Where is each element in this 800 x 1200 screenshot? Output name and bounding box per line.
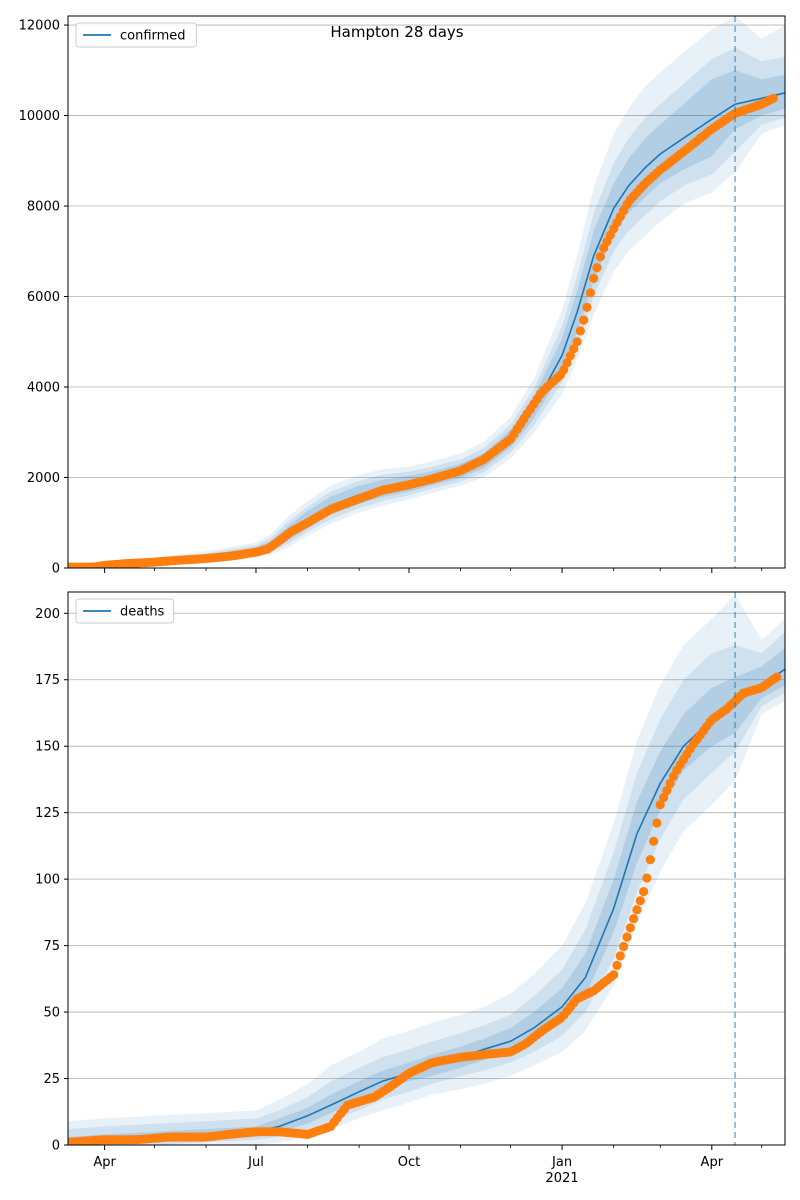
observed-point bbox=[619, 941, 629, 952]
observed-point bbox=[609, 970, 619, 980]
y-tick-label: 0 bbox=[52, 562, 60, 577]
y-tick-label: 75 bbox=[43, 939, 60, 954]
y-tick-label: 125 bbox=[35, 806, 60, 821]
legend-box bbox=[75, 598, 175, 624]
legend-label: deaths bbox=[120, 605, 165, 620]
figure-title: Hampton 28 days bbox=[330, 23, 463, 41]
observed-point bbox=[569, 344, 579, 354]
observed-point bbox=[612, 960, 622, 971]
confirmed-panel: 0 2000 4000 6000 8000 10000 12000 confirmed bbox=[19, 15, 786, 577]
x-tick-label: Apr bbox=[93, 1155, 116, 1170]
y-tick-label: 2000 bbox=[27, 471, 60, 486]
confidence-band bbox=[68, 70, 785, 568]
plot-area bbox=[68, 16, 785, 568]
observed-point bbox=[625, 923, 635, 933]
y-tick-label: 100 bbox=[35, 873, 60, 888]
legend: deaths bbox=[75, 598, 175, 624]
observed-point bbox=[652, 818, 662, 828]
observed-point bbox=[565, 351, 576, 361]
observed-point bbox=[639, 887, 649, 897]
observed-point bbox=[772, 672, 782, 682]
y-tick-label: 4000 bbox=[27, 381, 60, 396]
observed-point bbox=[655, 800, 665, 810]
observed-point bbox=[659, 793, 669, 803]
observed-point bbox=[562, 358, 572, 368]
observed-point bbox=[559, 365, 569, 375]
observed-point bbox=[589, 273, 599, 283]
plot-frame bbox=[67, 591, 786, 1146]
confidence-band bbox=[68, 647, 785, 1145]
observed-point bbox=[645, 855, 655, 865]
observed-point bbox=[629, 914, 639, 924]
observed-point bbox=[592, 263, 602, 273]
confidence-band bbox=[68, 47, 785, 568]
observed-point bbox=[575, 326, 586, 336]
observed-point bbox=[662, 785, 672, 796]
x-tick-label: Apr bbox=[701, 1155, 724, 1170]
y-tick-label: 10000 bbox=[19, 109, 60, 124]
x-tick-sublabel: 2021 bbox=[546, 1171, 579, 1186]
observed-point bbox=[595, 252, 605, 262]
observed-point bbox=[615, 951, 625, 961]
observed-point bbox=[579, 315, 589, 325]
legend-label: confirmed bbox=[120, 29, 186, 44]
confidence-band bbox=[68, 631, 785, 1145]
y-tick-label: 12000 bbox=[19, 19, 60, 34]
confidence-band bbox=[68, 16, 785, 568]
x-tick-label: Oct bbox=[398, 1155, 420, 1170]
legend: confirmed bbox=[75, 22, 197, 48]
y-tick-label: 6000 bbox=[27, 290, 60, 305]
legend-box bbox=[75, 22, 197, 48]
observed-point bbox=[635, 896, 645, 906]
observed-point bbox=[768, 93, 779, 103]
y-tick-label: 175 bbox=[35, 673, 60, 688]
observed-point bbox=[582, 302, 592, 312]
x-tick-label: Jan bbox=[551, 1155, 572, 1170]
observed-point bbox=[649, 836, 659, 846]
observed-point bbox=[642, 873, 652, 883]
observed-point bbox=[622, 932, 632, 942]
plot-frame bbox=[67, 15, 786, 569]
confidence-band bbox=[68, 594, 785, 1145]
y-tick-label: 25 bbox=[43, 1072, 60, 1087]
observed-point bbox=[572, 337, 582, 347]
observed-point bbox=[632, 905, 642, 915]
y-tick-label: 8000 bbox=[27, 200, 60, 215]
y-tick-label: 200 bbox=[35, 607, 60, 622]
plot-area bbox=[68, 594, 785, 1145]
y-tick-label: 0 bbox=[52, 1139, 60, 1154]
y-tick-label: 150 bbox=[35, 740, 60, 755]
observed-point bbox=[665, 778, 675, 789]
x-tick-label: Jul bbox=[247, 1155, 264, 1170]
y-tick-label: 50 bbox=[43, 1006, 60, 1021]
observed-point bbox=[585, 288, 596, 298]
